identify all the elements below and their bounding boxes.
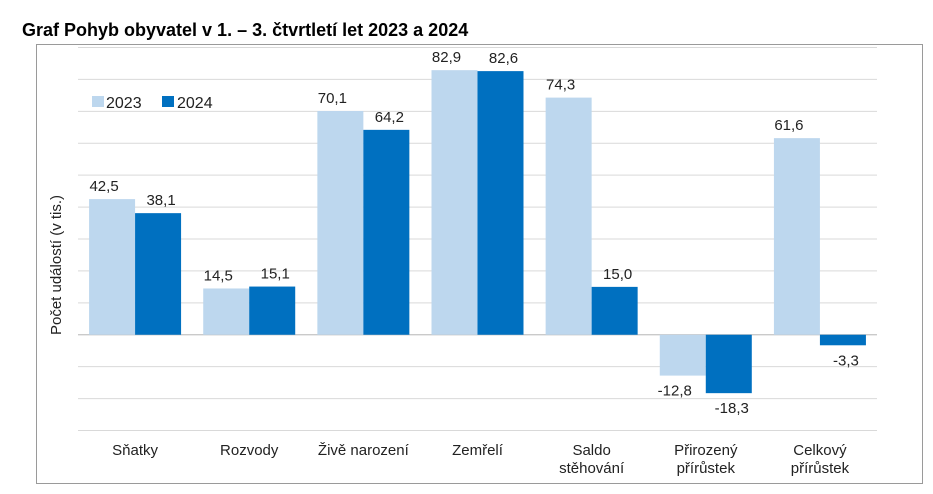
bar-2024-3 (477, 71, 524, 335)
legend-swatch-2024 (162, 96, 174, 107)
legend-label-2023: 2023 (106, 95, 142, 112)
data-label-2023-6: 61,6 (774, 117, 803, 134)
data-labels: 42,5 14,5 70,1 82,9 74,3 -12,8 61,6 38,1 15,1 64,… (89, 49, 858, 417)
category-label-2: Živě narození (318, 442, 410, 459)
bar-2023-1 (203, 288, 250, 335)
category-label-3: Zemřelí (452, 442, 504, 459)
bar-2023-4 (545, 97, 592, 335)
data-label-2023-3: 82,9 (432, 49, 461, 66)
data-label-2024-6: -3,3 (833, 352, 859, 369)
category-label-1: Rozvody (220, 442, 279, 459)
bar-2024-2 (363, 129, 410, 335)
category-label-4: stěhování (559, 460, 625, 477)
data-label-2023-0: 42,5 (89, 178, 118, 195)
category-label-6: přírůstek (791, 460, 850, 477)
category-label-0: Sňatky (112, 442, 158, 459)
category-label-6: Celkový (793, 442, 847, 459)
bar-2024-1 (249, 286, 296, 335)
data-label-2024-1: 15,1 (261, 266, 290, 283)
bar-2023-2 (317, 111, 364, 335)
y-axis-label: Počet událostí (v tis.) (48, 195, 65, 335)
legend: 2023 2024 (92, 95, 213, 112)
data-label-2023-4: 74,3 (546, 77, 575, 94)
category-label-4: Saldo (572, 442, 610, 459)
bar-2024-0 (135, 213, 182, 335)
chart-frame (36, 44, 923, 484)
data-label-2024-2: 64,2 (375, 109, 404, 126)
bar-2023-3 (431, 70, 478, 335)
data-label-2024-5: -18,3 (715, 400, 749, 417)
legend-label-2024: 2024 (177, 95, 213, 112)
data-label-2024-0: 38,1 (146, 192, 175, 209)
category-label-5: přírůstek (677, 460, 736, 477)
legend-swatch-2023 (92, 96, 104, 107)
chart-title: Graf Pohyb obyvatel v 1. – 3. čtvrtletí … (22, 20, 469, 40)
bar-2023-0 (89, 199, 136, 335)
data-label-2024-3: 82,6 (489, 50, 518, 67)
bar-2024-4 (591, 286, 638, 335)
data-label-2023-2: 70,1 (318, 90, 347, 107)
category-labels: Sňatky Rozvody Živě narození Zemřelí Saldost… (112, 442, 849, 477)
bar-2023-5 (659, 334, 706, 376)
bar-2024-6 (819, 334, 866, 346)
bar-2023-6 (773, 138, 820, 335)
data-label-2024-4: 15,0 (603, 266, 632, 283)
data-label-2023-1: 14,5 (204, 267, 233, 284)
data-label-2023-5: -12,8 (658, 383, 692, 400)
bars (89, 70, 866, 394)
category-label-5: Přirozený (674, 442, 738, 459)
bar-2024-5 (705, 334, 752, 394)
